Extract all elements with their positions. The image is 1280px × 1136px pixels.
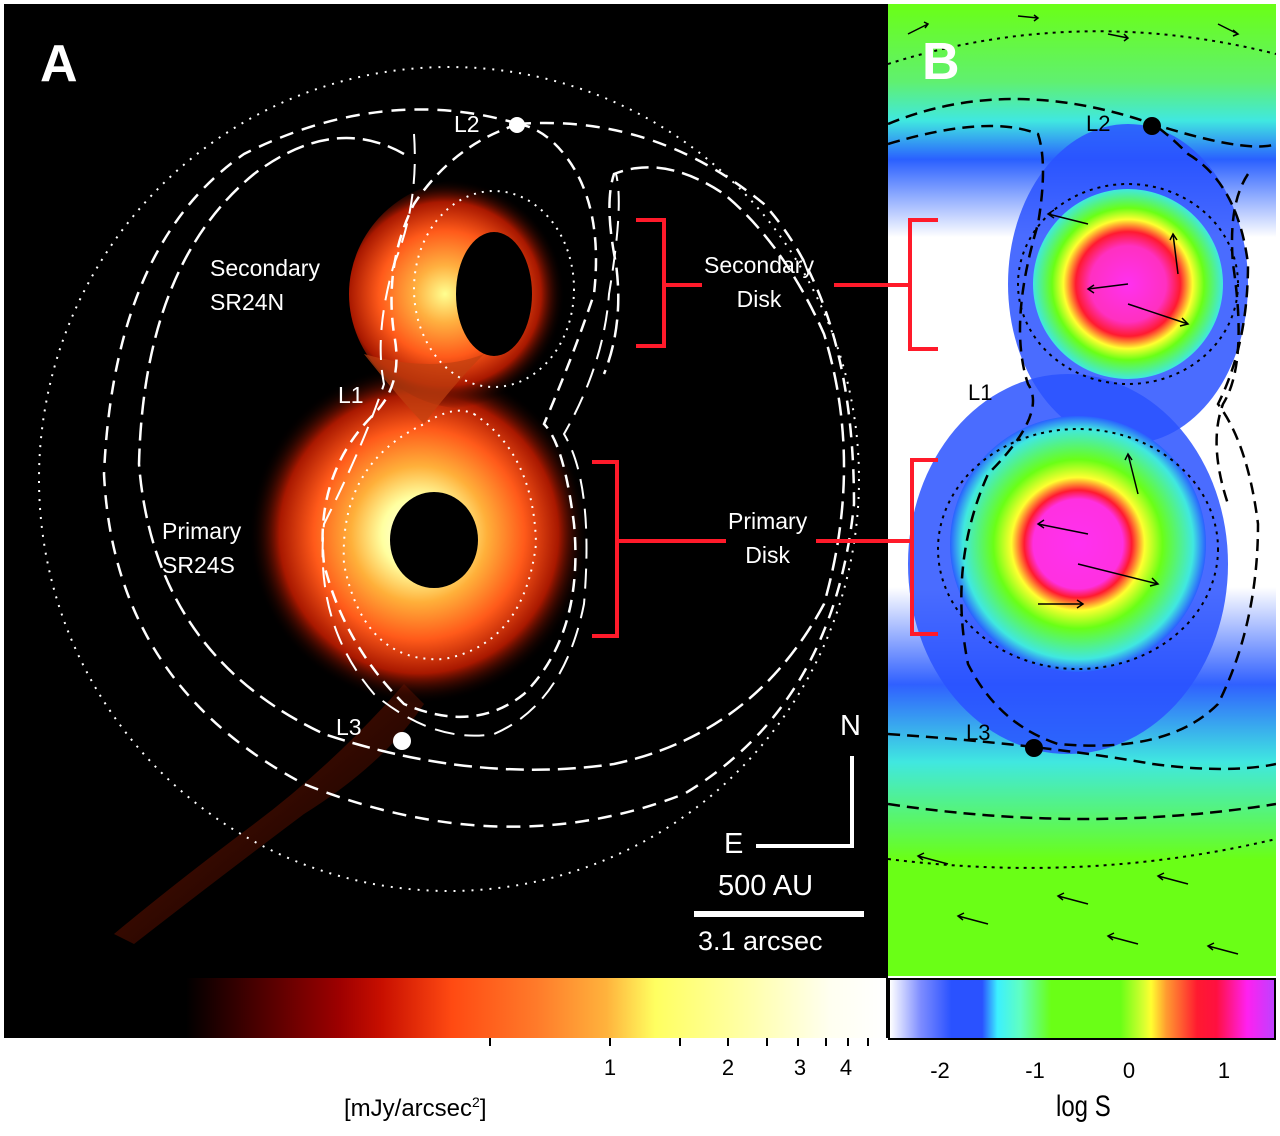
colorbar-b-tick-1: 1 (1217, 1058, 1231, 1083)
l3-label-a: L3 (336, 714, 362, 740)
colorbar-b-tick-neg2: -2 (930, 1058, 950, 1083)
compass-north-label: N (840, 710, 861, 742)
outer-roche-contour (102, 108, 856, 828)
colorbar-b-tick-neg1: -1 (1025, 1058, 1045, 1083)
primary-disk-density (950, 416, 1206, 672)
colorbar-b (888, 978, 1276, 1040)
colorbar-b-title: log S (1056, 1090, 1111, 1123)
secondary-star-label: Secondary SR24N (210, 255, 320, 315)
middle-roche-contour (137, 136, 846, 771)
l3-point (393, 732, 411, 750)
panel-b-label: B (922, 33, 960, 91)
colorbar-a-tick-2: 2 (721, 1055, 735, 1080)
panel-b-simulation: B L1 L2 L3 (888, 4, 1276, 976)
colorbar-a-tick-1: 1 (603, 1055, 617, 1080)
roche-lobe-long-dash (321, 133, 620, 737)
scale-bar-au-label: 500 AU (718, 870, 814, 902)
primary-disk-label: Primary Disk (728, 508, 808, 568)
l3-point-b (1025, 739, 1043, 757)
primary-dotted-boundary (342, 409, 538, 661)
l2-label-b: L2 (1086, 111, 1111, 136)
secondary-disk-bracket-a (636, 218, 666, 348)
l2-label-a: L2 (454, 111, 480, 137)
secondary-dotted-boundary (413, 190, 575, 388)
l2-point-b (1143, 117, 1161, 135)
colorbar-a (186, 978, 886, 1038)
scale-bar-arcsec-label: 3.1 arcsec (698, 926, 823, 956)
colorbar-b-tick-0: 0 (1122, 1058, 1136, 1083)
primary-disk-bracket-a (592, 460, 619, 638)
secondary-disk-label: Secondary Disk (704, 252, 814, 312)
l1-label-a: L1 (338, 382, 364, 408)
primary-star-label: Primary SR24S (162, 518, 242, 578)
colorbar-a-unit: [mJy/arcsec2] (344, 1094, 487, 1122)
l3-label-b: L3 (966, 720, 991, 745)
colorbar-a-tick-3: 3 (793, 1055, 807, 1080)
panel-a-graphics (38, 66, 888, 944)
l2-point (509, 117, 525, 133)
primary-mask (390, 492, 478, 588)
panel-a-label: A (40, 35, 78, 93)
panel-a-image: A Secondary SR24N Primary SR24S L1 L2 L3… (4, 4, 888, 1038)
l1-label-b: L1 (968, 380, 993, 405)
colorbar-a-tick-4: 4 (839, 1055, 853, 1080)
primary-disk-bracket-b (910, 458, 938, 636)
secondary-mask (456, 232, 532, 356)
outer-dotted-orbit (38, 66, 860, 892)
emission-tail (114, 684, 424, 944)
panel-b-graphics (888, 4, 1276, 976)
compass-east-label: E (724, 828, 744, 860)
